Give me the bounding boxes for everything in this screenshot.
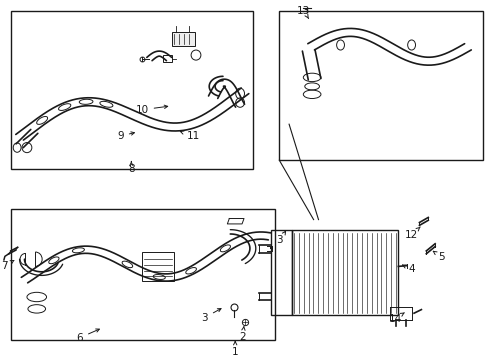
Bar: [172, 32, 195, 46]
Text: 10: 10: [136, 105, 168, 115]
Text: 3: 3: [276, 231, 286, 245]
Text: 1: 1: [232, 341, 239, 357]
Text: 4: 4: [403, 264, 415, 274]
Text: 5: 5: [433, 251, 445, 262]
Bar: [292, 230, 398, 315]
Text: 7: 7: [1, 260, 14, 271]
Text: 9: 9: [117, 131, 134, 141]
Text: 11: 11: [180, 131, 200, 141]
Bar: [142, 252, 174, 281]
Bar: [163, 55, 172, 62]
Bar: [271, 230, 292, 315]
Bar: [279, 11, 483, 160]
Bar: [11, 209, 275, 340]
Text: 2: 2: [239, 326, 246, 342]
Text: 12: 12: [405, 227, 420, 240]
Text: 8: 8: [128, 161, 135, 174]
Text: 13: 13: [297, 6, 311, 19]
Text: 14: 14: [388, 313, 404, 324]
Bar: [11, 11, 253, 169]
Text: 6: 6: [76, 329, 99, 343]
Text: 3: 3: [201, 309, 221, 323]
